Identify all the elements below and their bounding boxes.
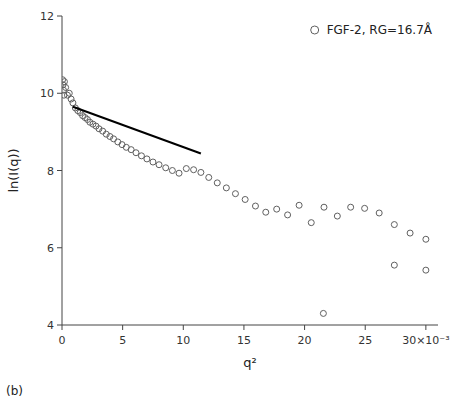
x-axis: 0 5 10 15 20 25 30×10⁻³ [59, 325, 450, 347]
scatter-point [62, 92, 67, 98]
y-tick [57, 247, 62, 248]
scatter-point [133, 150, 139, 156]
scatter-point [296, 202, 302, 208]
scatter-point [263, 209, 269, 215]
y-tick-label: 12 [40, 10, 54, 23]
scatter-point [274, 206, 280, 212]
scatter-point [183, 166, 189, 172]
x-tick [183, 325, 184, 330]
panel-label: (b) [6, 384, 23, 398]
scatter-point [391, 222, 397, 228]
y-tick [57, 170, 62, 171]
x-tick-label: 15 [237, 334, 251, 347]
scatter-point [348, 204, 354, 210]
x-axis-line [62, 325, 438, 326]
scatter-point [232, 191, 238, 197]
y-tick [57, 93, 62, 94]
y-axis: 4 6 8 10 12 [40, 10, 62, 332]
scatter-point [191, 167, 197, 173]
x-tick [304, 325, 305, 330]
scatter-point [163, 165, 169, 171]
scatter-point [321, 204, 327, 210]
scatter-point [334, 213, 340, 219]
scatter-point [206, 174, 212, 180]
scatter-point [150, 159, 156, 165]
scatter-point [138, 153, 144, 159]
x-tick-label: 20 [298, 334, 312, 347]
y-tick-label: 4 [47, 319, 54, 332]
plot-area [62, 77, 429, 317]
scatter-point [423, 267, 429, 273]
scatter-point [308, 220, 314, 226]
scatter-point [423, 236, 429, 242]
scatter-point [320, 310, 326, 316]
x-tick [122, 325, 123, 330]
scatter-point [407, 230, 413, 236]
scatter-point [169, 168, 175, 174]
chart: 0 5 10 15 20 25 30×10⁻³ 4 6 8 10 12 q² ln(I(q)) FGF-2,… [0, 0, 474, 403]
legend-label: FGF-2, RG=16.7Å [327, 22, 433, 37]
scatter-point [242, 196, 248, 202]
scatter-point [198, 169, 204, 175]
x-tick-label: 0 [59, 334, 66, 347]
y-axis-label: ln(I(q)) [6, 148, 21, 192]
scatter-point [156, 162, 162, 168]
scatter-point [223, 185, 229, 191]
x-tick-label: 30×10⁻³ [402, 334, 449, 347]
scatter-point [362, 205, 368, 211]
fit-line [73, 107, 201, 154]
scatter-point [214, 180, 220, 186]
y-tick-label: 6 [47, 242, 54, 255]
legend-marker [311, 26, 319, 34]
x-axis-label: q² [243, 355, 256, 370]
x-tick-label: 25 [358, 334, 372, 347]
y-tick [57, 16, 62, 17]
scatter-point [111, 136, 117, 142]
x-tick-label: 5 [119, 334, 126, 347]
y-tick-label: 10 [40, 87, 54, 100]
x-tick-label: 10 [176, 334, 190, 347]
scatter-point [285, 212, 291, 218]
scatter-point [176, 170, 182, 176]
y-tick-label: 8 [47, 165, 54, 178]
legend: FGF-2, RG=16.7Å [311, 22, 433, 37]
x-tick [243, 325, 244, 330]
y-tick [57, 325, 62, 326]
scatter-point [391, 262, 397, 268]
x-tick [62, 325, 63, 330]
x-tick [365, 325, 366, 330]
scatter-point [252, 203, 258, 209]
x-tick [425, 325, 426, 330]
scatter-point [144, 156, 150, 162]
scatter-point [376, 210, 382, 216]
